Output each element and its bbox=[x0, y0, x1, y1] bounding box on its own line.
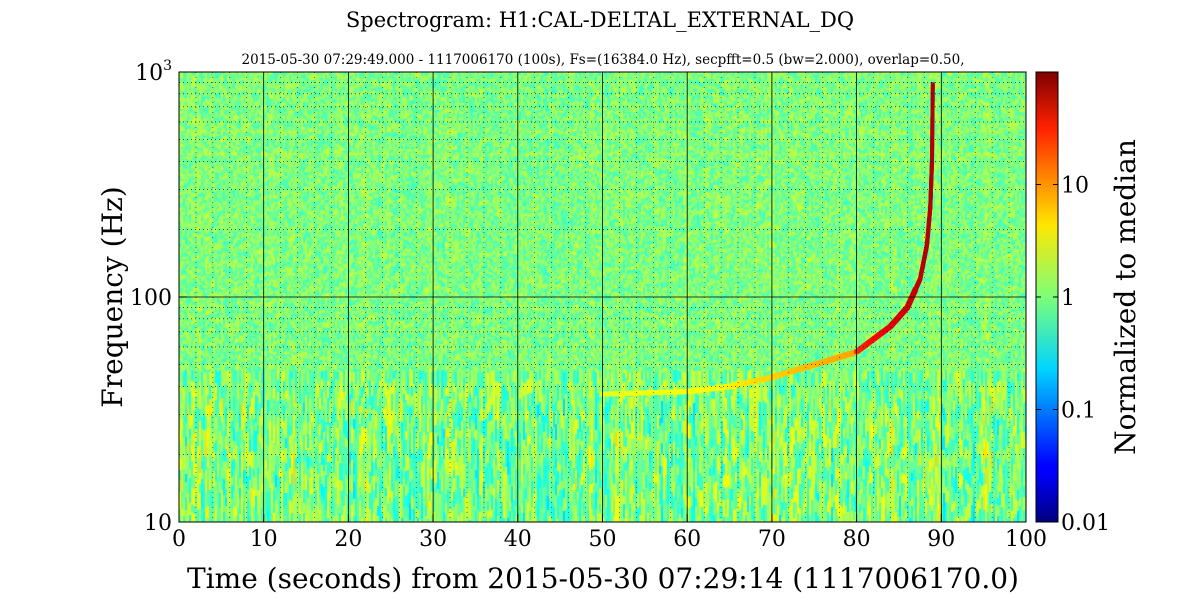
x-axis-label: Time (seconds) from 2015-05-30 07:29:14 … bbox=[187, 562, 1019, 595]
x-tick-label: 50 bbox=[589, 527, 617, 552]
x-tick-label: 70 bbox=[758, 527, 786, 552]
y-tick-label: 103 bbox=[135, 58, 172, 86]
x-axis-ticks: 0 10 20 30 40 50 60 70 80 90 100 bbox=[172, 514, 1047, 552]
colorbar: 0.01 0.1 1 10 Normalized to median bbox=[1035, 71, 1142, 536]
x-tick-label: 60 bbox=[673, 527, 701, 552]
x-tick-label: 40 bbox=[504, 527, 532, 552]
x-tick-label: 80 bbox=[843, 527, 871, 552]
colorbar-tick-label: 1 bbox=[1061, 286, 1075, 311]
chirp-cell bbox=[930, 82, 935, 87]
chart-subtitle: 2015-05-30 07:29:49.000 - 1117006170 (10… bbox=[241, 52, 964, 68]
colorbar-tick-label: 0.01 bbox=[1061, 511, 1110, 536]
y-axis-label: Frequency (Hz) bbox=[96, 186, 129, 407]
grid-lines bbox=[179, 72, 1026, 522]
chart-title: Spectrogram: H1:CAL-DELTAL_EXTERNAL_DQ bbox=[346, 8, 854, 32]
x-tick-label: 90 bbox=[927, 527, 955, 552]
x-tick-label: 10 bbox=[250, 527, 278, 552]
x-tick-label: 0 bbox=[172, 527, 186, 552]
x-tick-label: 20 bbox=[334, 527, 362, 552]
x-tick-label: 30 bbox=[419, 527, 447, 552]
colorbar-ticks: 0.01 0.1 1 10 bbox=[1036, 174, 1110, 536]
colorbar-label: Normalized to median bbox=[1109, 139, 1142, 455]
plot-area bbox=[178, 71, 1027, 523]
colorbar-tick-label: 10 bbox=[1061, 174, 1089, 199]
y-axis-ticks: 10 100 103 bbox=[130, 58, 187, 536]
colorbar-tick-label: 0.1 bbox=[1061, 399, 1096, 424]
y-tick-label: 100 bbox=[130, 286, 172, 311]
y-tick-label: 10 bbox=[144, 511, 172, 536]
chirp-track bbox=[599, 82, 935, 397]
x-tick-label: 100 bbox=[1005, 527, 1047, 552]
